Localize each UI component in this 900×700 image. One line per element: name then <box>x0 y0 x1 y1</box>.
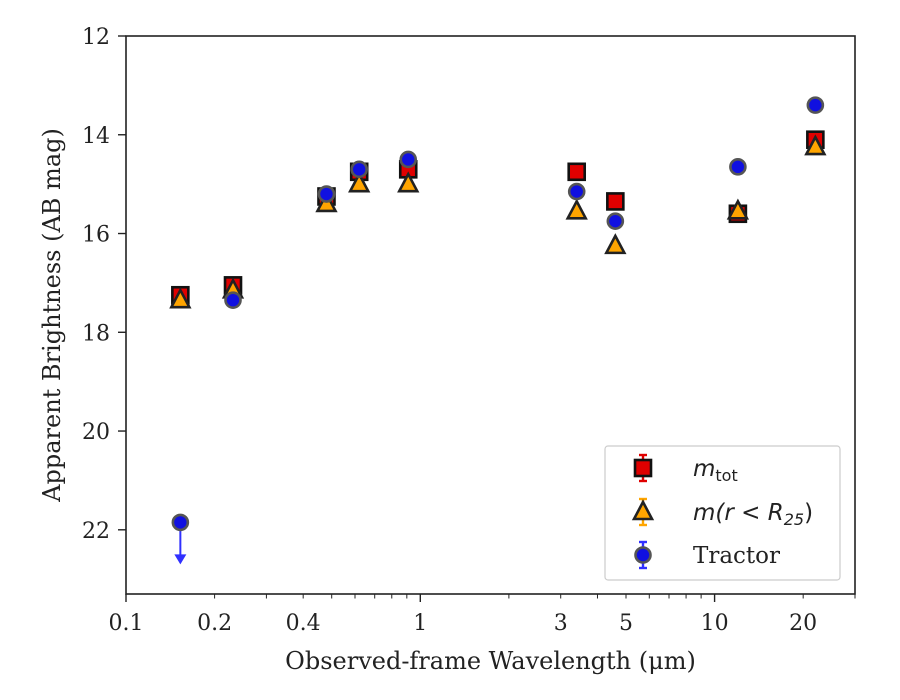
data-point <box>567 162 587 182</box>
upper-limit-arrow-head <box>174 554 187 565</box>
data-point <box>397 171 420 193</box>
legend-marker <box>634 546 652 564</box>
x-tick-label: 3 <box>554 611 568 636</box>
data-point <box>224 291 242 309</box>
data-point <box>171 513 190 532</box>
y-tick-label: 20 <box>82 420 110 445</box>
y-tick-label: 22 <box>82 519 110 544</box>
data-layer <box>169 96 827 565</box>
y-tick-label: 14 <box>82 124 110 149</box>
x-tick-label: 0.1 <box>109 611 144 636</box>
data-point <box>350 160 368 179</box>
data-point <box>804 134 827 156</box>
plot-frame <box>125 35 856 595</box>
data-point <box>604 233 627 255</box>
legend-label: m(r < R25) <box>693 500 813 529</box>
data-point <box>317 185 336 203</box>
data-point <box>565 198 588 220</box>
legend: mtot m(r < R25) Tractor <box>604 445 841 581</box>
x-tick-label: 20 <box>789 611 817 636</box>
data-point <box>606 192 625 211</box>
x-tick-label: 5 <box>619 611 633 636</box>
y-tick-label: 12 <box>82 25 110 50</box>
series-square <box>171 130 825 305</box>
legend-label: Tractor <box>693 543 780 569</box>
x-tick-label: 10 <box>701 611 729 636</box>
legend-marker <box>633 458 653 478</box>
y-axis-label: Apparent Brightness (AB mag) <box>38 128 66 503</box>
data-point <box>726 198 750 220</box>
x-tick-label: 0.2 <box>197 611 232 636</box>
data-point <box>729 158 747 176</box>
series-circle <box>171 96 825 565</box>
legend-marker <box>631 499 655 521</box>
x-tick-label: 1 <box>413 611 427 636</box>
data-point <box>348 171 371 193</box>
data-point <box>169 287 192 309</box>
x-tick-label: 0.4 <box>286 611 321 636</box>
data-point <box>606 212 625 230</box>
legend-box <box>604 445 841 581</box>
data-point <box>806 96 825 114</box>
y-tick-label: 16 <box>82 223 110 248</box>
x-axis-label: Observed-frame Wavelength (μm) <box>285 647 696 675</box>
legend-label: mtot <box>693 456 738 485</box>
series-triangle <box>169 134 827 309</box>
data-point <box>567 182 586 201</box>
y-tick-label: 18 <box>82 321 110 346</box>
data-point <box>399 150 418 169</box>
tick-layer: 0.1 0.2 0.4 1 3 5 10 20 12 14 16 18 20 22 <box>82 25 856 636</box>
